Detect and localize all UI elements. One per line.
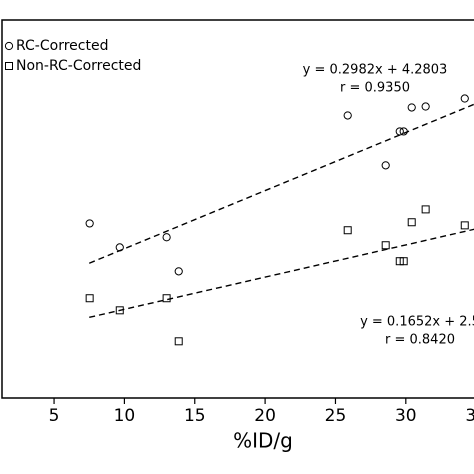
data-point [85,219,94,228]
x-tick-label: 10 [114,406,136,426]
data-point [399,127,408,136]
data-point [399,257,408,266]
x-tick-label: 35 [465,406,474,426]
data-point [174,267,183,276]
data-point [381,241,390,250]
x-axis-label: %ID/g [233,429,293,453]
data-point [115,243,124,252]
legend-label: RC-Corrected [16,38,108,54]
legend-marker [4,41,14,51]
x-tick-label: 20 [254,406,276,426]
data-point [460,94,469,103]
data-point [85,294,94,303]
data-point [162,294,171,303]
x-tick-label: 15 [184,406,206,426]
legend-label: Non-RC-Corrected [16,58,141,74]
annotation: r = 0.8420 [385,333,455,348]
data-point [343,226,352,235]
data-point [407,103,416,112]
data-point [421,205,430,214]
annotation: r = 0.9350 [340,81,410,96]
trend-line [89,228,474,319]
data-point [421,102,430,111]
data-point [174,337,183,346]
annotation: y = 0.1652x + 2.5 [360,315,474,330]
annotation: y = 0.2982x + 4.2803 [303,63,448,78]
x-tick-label: 30 [395,406,417,426]
data-point [395,127,404,136]
data-point [115,306,124,315]
plot-frame [1,19,474,399]
data-point [460,221,469,230]
legend-marker [5,62,13,70]
data-point [162,233,171,242]
data-point [343,111,352,120]
x-tick-label: 25 [325,406,347,426]
x-tick-label: 5 [49,406,60,426]
data-point [407,218,416,227]
data-point [381,161,390,170]
trend-line [88,103,474,264]
